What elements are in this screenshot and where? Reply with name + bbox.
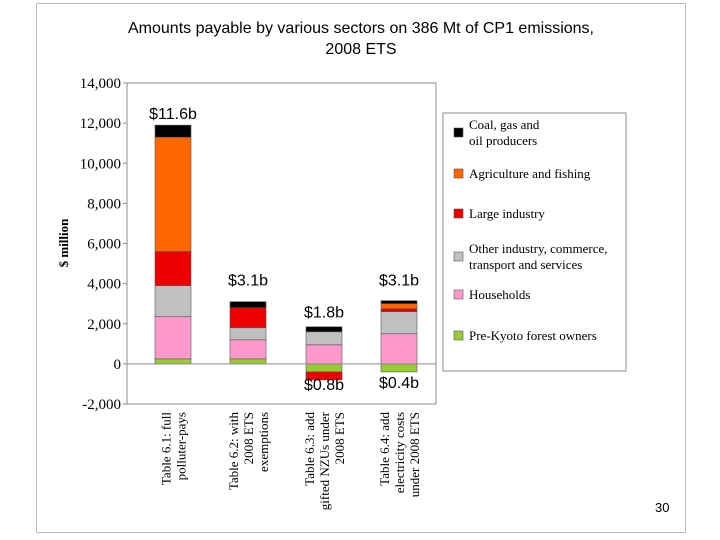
bar-segment [305,331,343,346]
x-tick-label: electricity costs [392,412,407,493]
bar-segment [305,326,343,333]
data-label: $1.8b [304,305,344,322]
data-label: $3.1b [228,273,268,290]
legend-swatch [453,251,464,262]
annotations: $11.6b $3.1b $1.8b $3.1b $0.8b $0.4b [149,106,419,394]
bar-segment [380,311,418,335]
axes: -2,000 0 2,000 4,000 6,000 8,000 10,000 12,000 1… [56,76,436,510]
legend-box [442,112,627,372]
legend-swatch [453,168,464,179]
bar-segment [229,307,267,329]
legend-swatch [453,127,464,138]
data-label: $0.8b [304,377,344,394]
x-tick-label: Table 6.1: full [159,412,174,485]
bar-segment [305,371,343,381]
bar-segment [154,285,192,318]
data-label: $0.4b [379,375,419,392]
data-label: $3.1b [379,273,419,290]
bar-segment [380,303,418,310]
x-tick-label: 2008 ETS [241,412,256,464]
x-tick-label: 2008 ETS [332,412,347,464]
y-tick-label: 6,000 [87,237,121,253]
x-tick-label: gifted NZUs under [317,411,332,510]
bar-segment [380,300,418,304]
x-tick-label: Table 6.3: add [302,412,317,486]
chart-title-line-1: Amounts payable by various sectors on 38… [128,20,594,37]
y-tick-label: 4,000 [87,277,121,293]
bar-segment [154,251,192,286]
bar-segment [154,124,192,138]
bar-segment [305,344,343,365]
legend-swatch [453,289,464,300]
data-label: $11.6b [149,106,197,123]
chart-title: Amounts payable by various sectors on 38… [36,18,686,60]
bar-segment [154,358,192,365]
y-tick-label: 0 [114,357,122,373]
bar-segment [380,333,418,365]
y-tick-label: 2,000 [87,317,121,333]
legend-label: Agriculture and fishing [469,166,591,181]
legend-swatch [453,330,464,341]
legend-label: Coal, gas and [469,117,540,132]
slide-number: 30 [655,500,670,515]
x-tick-label: Table 6.2: with [226,412,241,491]
bar-segment [229,339,267,360]
chart-title-line-2: 2008 ETS [325,41,397,58]
x-tick-label: under 2008 ETS [407,412,422,497]
bar-segment [154,136,192,252]
bars [154,124,418,381]
y-axis-label: $ million [56,218,71,268]
bar-segment [229,301,267,308]
legend-label: transport and services [469,257,582,272]
y-tick-label: 8,000 [87,196,121,212]
bar-segment [380,308,418,313]
x-tick-label: exemptions [256,412,271,472]
y-tick-label: 14,000 [80,76,121,92]
bar-segment [229,327,267,341]
legend-label: oil producers [469,133,537,148]
bar-segment [154,316,192,360]
bar-segment [380,363,418,373]
legend-label: Households [469,287,530,302]
x-tick-label: polluter-pays [174,412,189,480]
y-tick-label: -2,000 [82,397,121,413]
y-tick-label: 10,000 [80,156,121,172]
y-tick-label: 12,000 [80,116,121,132]
x-tick-label: Table 6.4: add [377,412,392,486]
bar-segment [229,358,267,365]
legend-swatch [453,208,464,219]
legend-label: Pre-Kyoto forest owners [469,328,597,343]
bar-segment [305,363,343,373]
legend-label: Other industry, commerce, [469,241,608,256]
legend-label: Large industry [469,206,545,221]
